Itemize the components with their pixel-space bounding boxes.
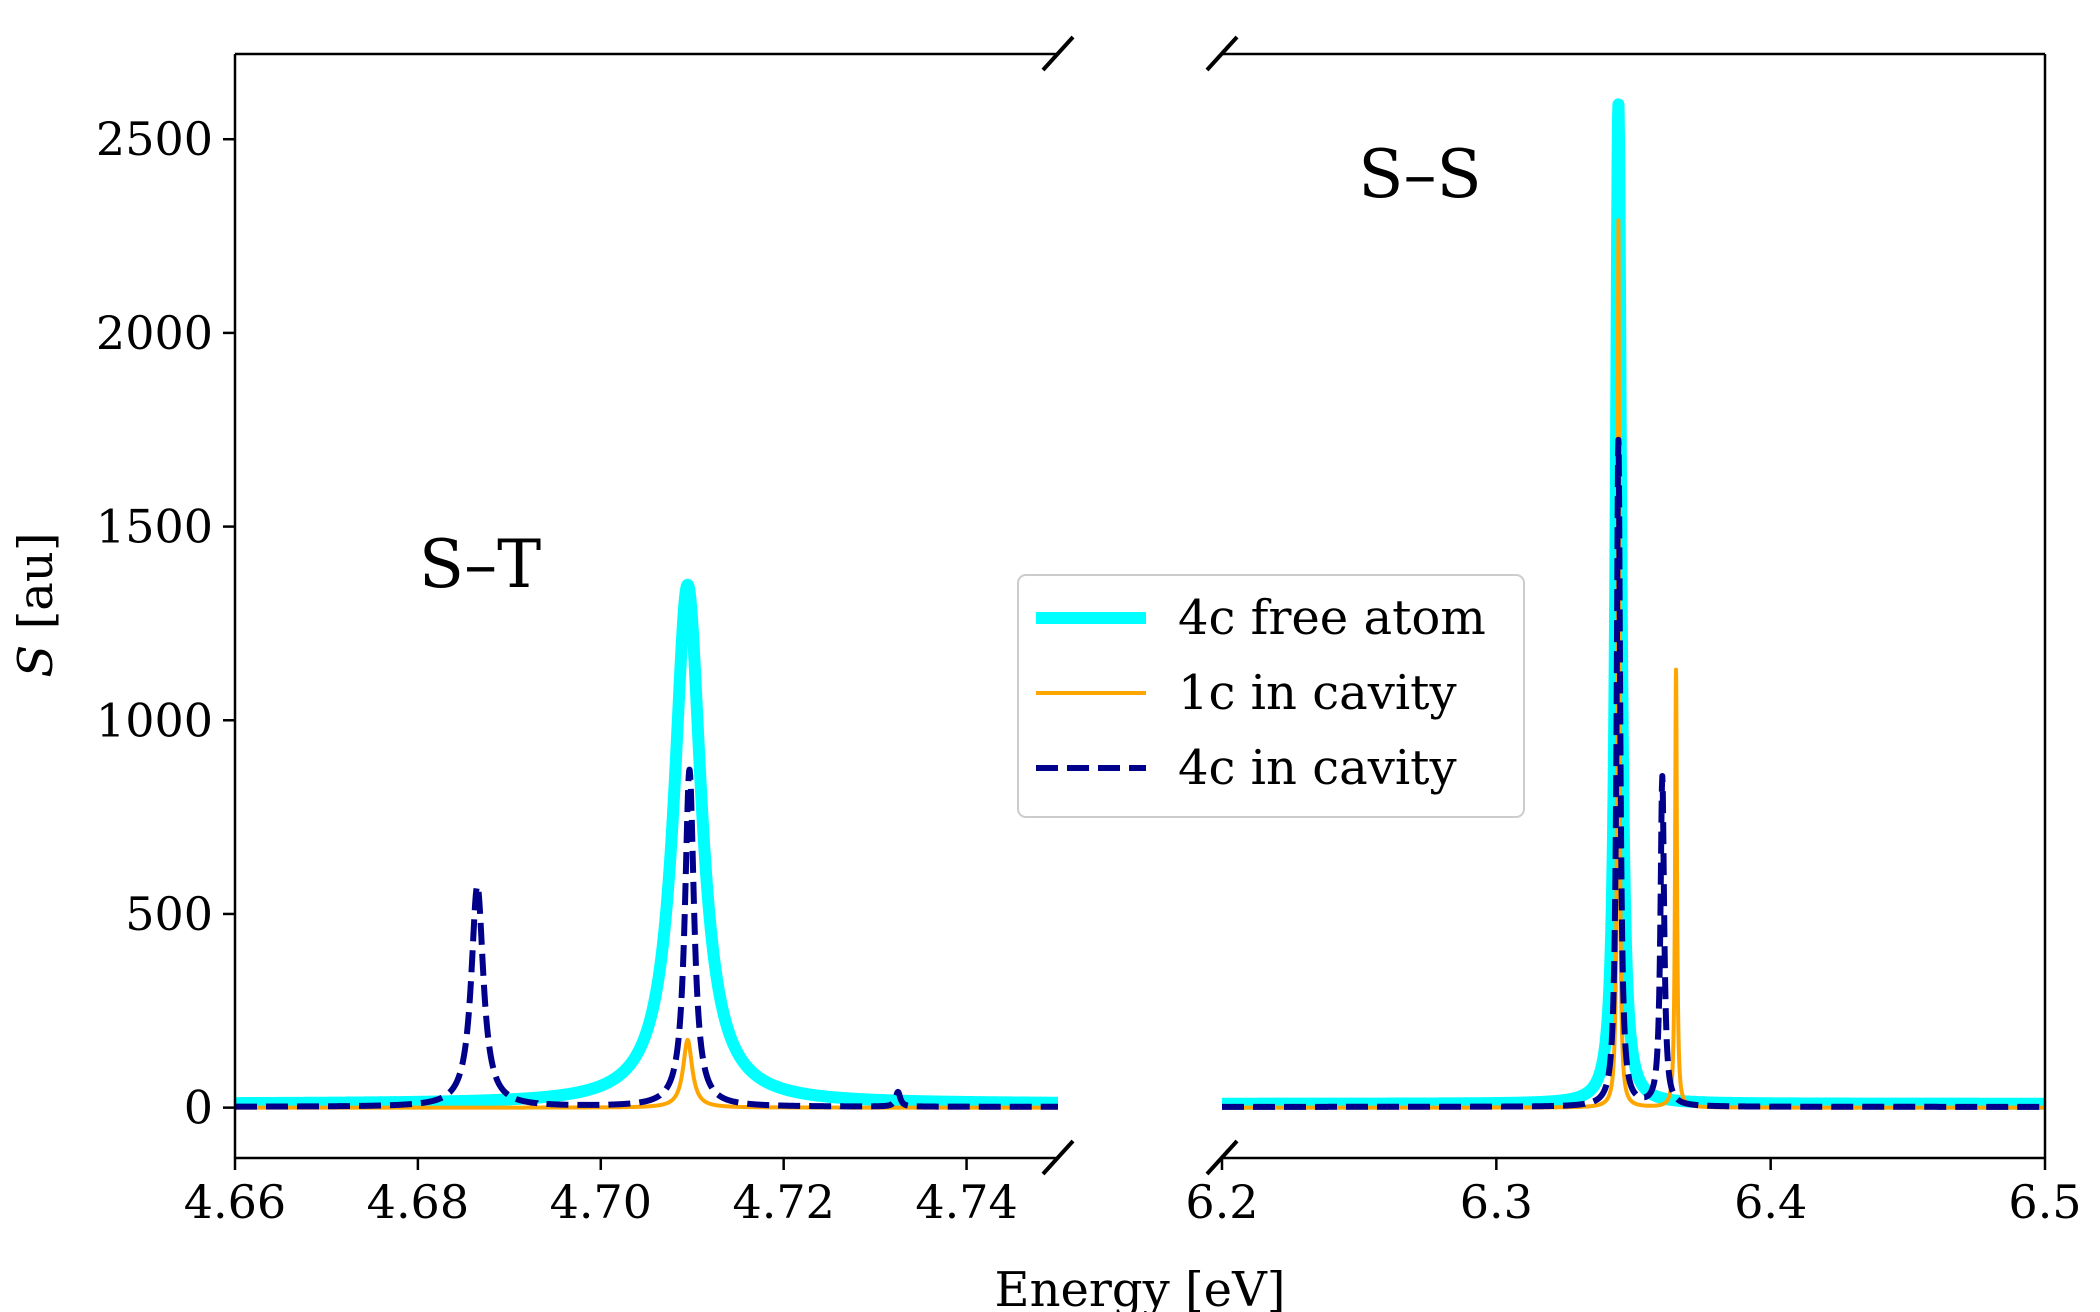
- y-axis-label-symbol: S: [8, 645, 64, 678]
- y-tick-label: 2500: [96, 112, 213, 166]
- series-line-1c-in-cavity: [235, 1037, 1058, 1110]
- y-tick-label: 2000: [96, 306, 213, 360]
- axis-break-mark: [1205, 1139, 1239, 1176]
- legend-label-1c-in-cavity: 1c in cavity: [1178, 665, 1457, 721]
- x-tick-label: 6.5: [2008, 1175, 2081, 1229]
- series-line-4c-free-atom: [235, 578, 1058, 1110]
- y-tick-label: 0: [184, 1081, 213, 1135]
- legend: 4c free atom 1c in cavity 4c in cavity: [1017, 574, 1525, 818]
- annotation-s-t: S–T: [419, 526, 541, 603]
- y-tick-label: 1000: [96, 693, 213, 747]
- axis-break-mark: [1041, 35, 1075, 72]
- x-tick-label: 6.4: [1734, 1175, 1807, 1229]
- right-panel-series: [1222, 98, 2045, 1110]
- y-axis-label-unit: [au]: [8, 532, 64, 644]
- x-tick-label: 6.3: [1460, 1175, 1533, 1229]
- legend-frame: [1017, 574, 1525, 818]
- legend-label-4c-in-cavity: 4c in cavity: [1178, 740, 1457, 796]
- y-axis-ticks: 0 500 1000 1500 2000 2500: [96, 112, 235, 1135]
- series-line-4c-free-atom: [1222, 98, 2045, 1110]
- x-tick-label: 4.66: [184, 1175, 286, 1229]
- y-axis-label: S [au]: [8, 532, 64, 677]
- x-tick-label: 6.2: [1185, 1175, 1258, 1229]
- y-tick-label: 1500: [96, 500, 213, 554]
- annotation-s-s: S–S: [1358, 136, 1481, 213]
- x-axis-ticks: 4.66 4.68 4.70 4.72 4.74 6.2 6.3 6.4 6.5: [184, 1158, 2082, 1229]
- left-panel-series: [235, 578, 1058, 1110]
- x-tick-label: 4.72: [732, 1175, 834, 1229]
- right-panel-frame: [1205, 35, 2047, 1176]
- x-tick-label: 4.68: [367, 1175, 469, 1229]
- series-line-4c-in-cavity: [1222, 436, 2045, 1110]
- x-tick-label: 4.70: [550, 1175, 652, 1229]
- x-axis-label: Energy [eV]: [995, 1262, 1286, 1312]
- x-tick-label: 4.74: [915, 1175, 1017, 1229]
- left-panel-frame: [233, 35, 1075, 1176]
- legend-label-4c-free-atom: 4c free atom: [1178, 590, 1486, 646]
- y-tick-label: 500: [125, 887, 213, 941]
- axis-break-mark: [1041, 1139, 1075, 1176]
- axis-break-mark: [1205, 35, 1239, 72]
- series-line-4c-in-cavity: [235, 766, 1058, 1110]
